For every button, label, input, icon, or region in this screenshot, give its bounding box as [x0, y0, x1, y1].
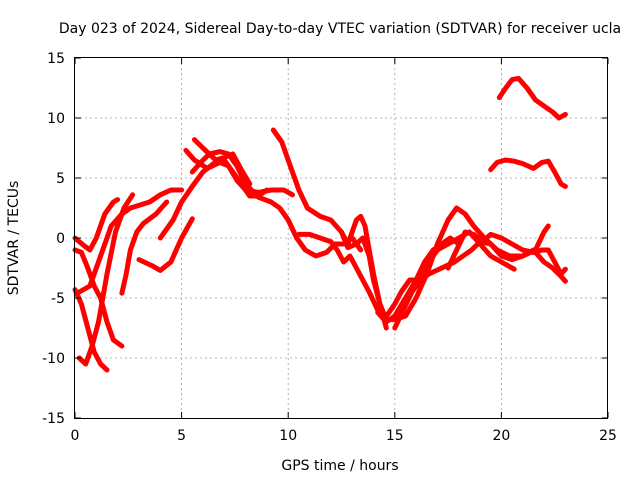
y-tick-label: -5	[51, 291, 65, 307]
y-tick-label: -15	[42, 411, 65, 427]
y-tick-label: 5	[56, 171, 65, 187]
y-tick-label: -10	[42, 351, 65, 367]
x-tick-label: 10	[279, 428, 297, 444]
series-arc-15	[375, 229, 517, 323]
y-tick-label: 0	[56, 231, 65, 247]
series-arc-2	[72, 247, 125, 349]
x-tick-label: 20	[492, 428, 510, 444]
series-arc-7	[136, 216, 195, 273]
series-arc-19	[496, 75, 568, 121]
series-arc-13	[296, 231, 462, 325]
x-tick-label: 5	[177, 428, 186, 444]
x-axis-label: GPS time / hours	[281, 458, 398, 474]
series-arc-3	[72, 287, 110, 373]
y-tick-label: 15	[47, 51, 65, 67]
y-axis-label: SDTVAR / TECUs	[6, 181, 22, 296]
x-tick-label: 25	[599, 428, 617, 444]
series-arc-6	[119, 199, 170, 296]
series-arc-17	[445, 229, 568, 277]
series-arc-9	[183, 147, 295, 198]
ticks	[74, 57, 609, 419]
y-tick-label: 10	[47, 111, 65, 127]
x-tick-labels: 0 5 10 15 20 25	[71, 428, 617, 444]
series-layer	[72, 75, 568, 373]
series-arc-14	[339, 213, 389, 331]
y-tick-labels: -15 -10 -5 0 5 10 15	[42, 51, 65, 427]
series-arc-11	[191, 137, 253, 187]
series-arc-8	[157, 157, 270, 241]
series-arc-10	[189, 149, 364, 259]
series-arc-5	[76, 187, 185, 295]
x-tick-label: 0	[71, 428, 80, 444]
series-arc-18	[488, 157, 568, 189]
x-tick-label: 15	[386, 428, 404, 444]
series-arc-1	[72, 197, 121, 253]
chart-title: Day 023 of 2024, Sidereal Day-to-day VTE…	[59, 21, 621, 37]
